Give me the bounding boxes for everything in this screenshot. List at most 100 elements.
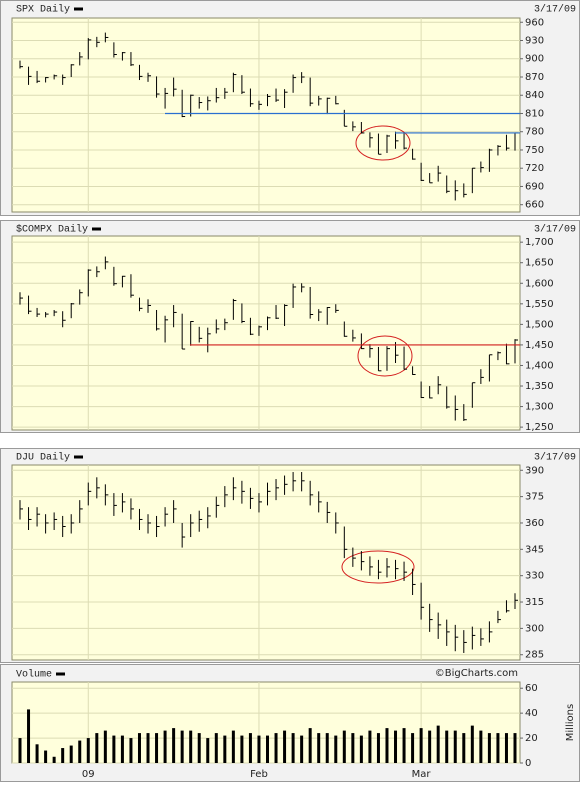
volume-bar bbox=[86, 738, 90, 763]
volume-bar bbox=[266, 735, 269, 763]
x-tick-label: Mar bbox=[412, 769, 432, 780]
volume-bar bbox=[325, 733, 329, 763]
volume-bar bbox=[129, 738, 133, 763]
volume-bar bbox=[180, 730, 184, 763]
highlight-ellipse bbox=[357, 335, 413, 377]
volume-bar bbox=[359, 735, 363, 763]
volume-bar bbox=[291, 733, 295, 763]
volume-bar bbox=[61, 748, 65, 763]
x-tick-label: 09 bbox=[82, 769, 95, 780]
volume-bar bbox=[300, 735, 304, 763]
x-tick-label: Feb bbox=[250, 769, 268, 780]
volume-bar bbox=[308, 728, 312, 763]
unit-label: Millions bbox=[565, 704, 576, 741]
y-tick-label: 1,300 bbox=[525, 402, 554, 413]
volume-bar bbox=[445, 730, 449, 763]
volume-bar bbox=[172, 728, 176, 763]
volume-bar bbox=[257, 735, 261, 763]
volume-bar bbox=[317, 733, 321, 763]
panel-title: Volume bbox=[16, 669, 52, 681]
y-tick-label: 720 bbox=[525, 163, 544, 174]
panel-title: SPX Daily bbox=[16, 4, 70, 16]
volume-bar bbox=[103, 730, 107, 763]
y-tick-label: 315 bbox=[525, 597, 544, 608]
volume-bar bbox=[342, 730, 346, 763]
y-tick-label: 20 bbox=[525, 733, 538, 744]
volume-bar bbox=[248, 733, 252, 763]
title-icon bbox=[92, 227, 101, 231]
y-tick-label: 870 bbox=[525, 72, 544, 83]
panel-title: $COMPX Daily bbox=[16, 224, 88, 236]
volume-bar bbox=[240, 735, 244, 763]
volume-bar bbox=[496, 733, 500, 763]
volume-bar bbox=[402, 728, 406, 763]
volume-bar bbox=[95, 733, 99, 763]
y-tick-label: 810 bbox=[525, 108, 544, 119]
y-tick-label: 1,350 bbox=[525, 381, 554, 392]
y-tick-label: 690 bbox=[525, 181, 544, 192]
y-tick-label: 0 bbox=[525, 758, 531, 769]
volume-bar bbox=[428, 730, 432, 763]
y-tick-label: 285 bbox=[525, 650, 544, 661]
volume-bar bbox=[112, 735, 116, 763]
volume-bar bbox=[487, 733, 491, 763]
volume-bar bbox=[283, 730, 287, 763]
y-tick-label: 900 bbox=[525, 54, 544, 65]
volume-bar bbox=[44, 750, 48, 763]
volume-bar bbox=[35, 744, 39, 763]
volume-bar bbox=[120, 735, 124, 763]
volume-bar bbox=[376, 733, 380, 763]
volume-bar bbox=[189, 730, 193, 763]
volume-bar bbox=[462, 733, 466, 763]
panel-date: 3/17/09 bbox=[534, 224, 576, 236]
volume-bar bbox=[453, 730, 457, 763]
volume-bar bbox=[214, 733, 218, 763]
highlight-ellipse bbox=[341, 550, 415, 584]
title-icon bbox=[74, 7, 83, 11]
y-tick-label: 1,400 bbox=[525, 360, 554, 371]
volume-bar bbox=[385, 728, 389, 763]
volume-bar bbox=[334, 735, 338, 763]
volume-bar bbox=[137, 733, 141, 763]
volume-bar bbox=[78, 740, 82, 763]
y-tick-label: 1,650 bbox=[525, 258, 554, 269]
y-tick-label: 780 bbox=[525, 127, 544, 138]
y-tick-label: 60 bbox=[525, 683, 538, 694]
y-tick-label: 840 bbox=[525, 90, 544, 101]
y-tick-label: 1,500 bbox=[525, 319, 554, 330]
volume-bar bbox=[18, 738, 22, 763]
title-icon bbox=[74, 455, 83, 459]
y-tick-label: 360 bbox=[525, 518, 544, 529]
y-tick-label: 1,600 bbox=[525, 278, 554, 289]
plot-area bbox=[11, 17, 521, 213]
title-icon bbox=[56, 672, 65, 676]
volume-bar bbox=[206, 738, 210, 763]
volume-bar bbox=[394, 730, 398, 763]
panel-date: 3/17/09 bbox=[534, 452, 576, 464]
volume-bar bbox=[69, 745, 73, 763]
volume-bar bbox=[479, 730, 483, 763]
y-tick-label: 960 bbox=[525, 17, 544, 28]
y-tick-label: 660 bbox=[525, 200, 544, 211]
volume-bar bbox=[146, 733, 150, 763]
y-tick-label: 1,250 bbox=[525, 422, 554, 433]
volume-bar bbox=[419, 728, 423, 763]
highlight-ellipse bbox=[355, 125, 411, 161]
y-tick-label: 1,450 bbox=[525, 340, 554, 351]
panel-date: 3/17/09 bbox=[534, 4, 576, 16]
volume-bar bbox=[231, 730, 235, 763]
volume-bar bbox=[274, 733, 278, 763]
y-tick-label: 390 bbox=[525, 465, 544, 476]
y-tick-label: 375 bbox=[525, 492, 544, 503]
source-label: ©BigCharts.com bbox=[435, 668, 518, 679]
volume-bar bbox=[513, 733, 517, 763]
volume-bar bbox=[504, 733, 508, 763]
y-tick-label: 330 bbox=[525, 571, 544, 582]
volume-bar bbox=[155, 733, 159, 763]
volume-bar bbox=[351, 733, 355, 763]
volume-bar bbox=[27, 709, 31, 763]
y-tick-label: 1,550 bbox=[525, 299, 554, 310]
y-tick-label: 1,700 bbox=[525, 237, 554, 248]
